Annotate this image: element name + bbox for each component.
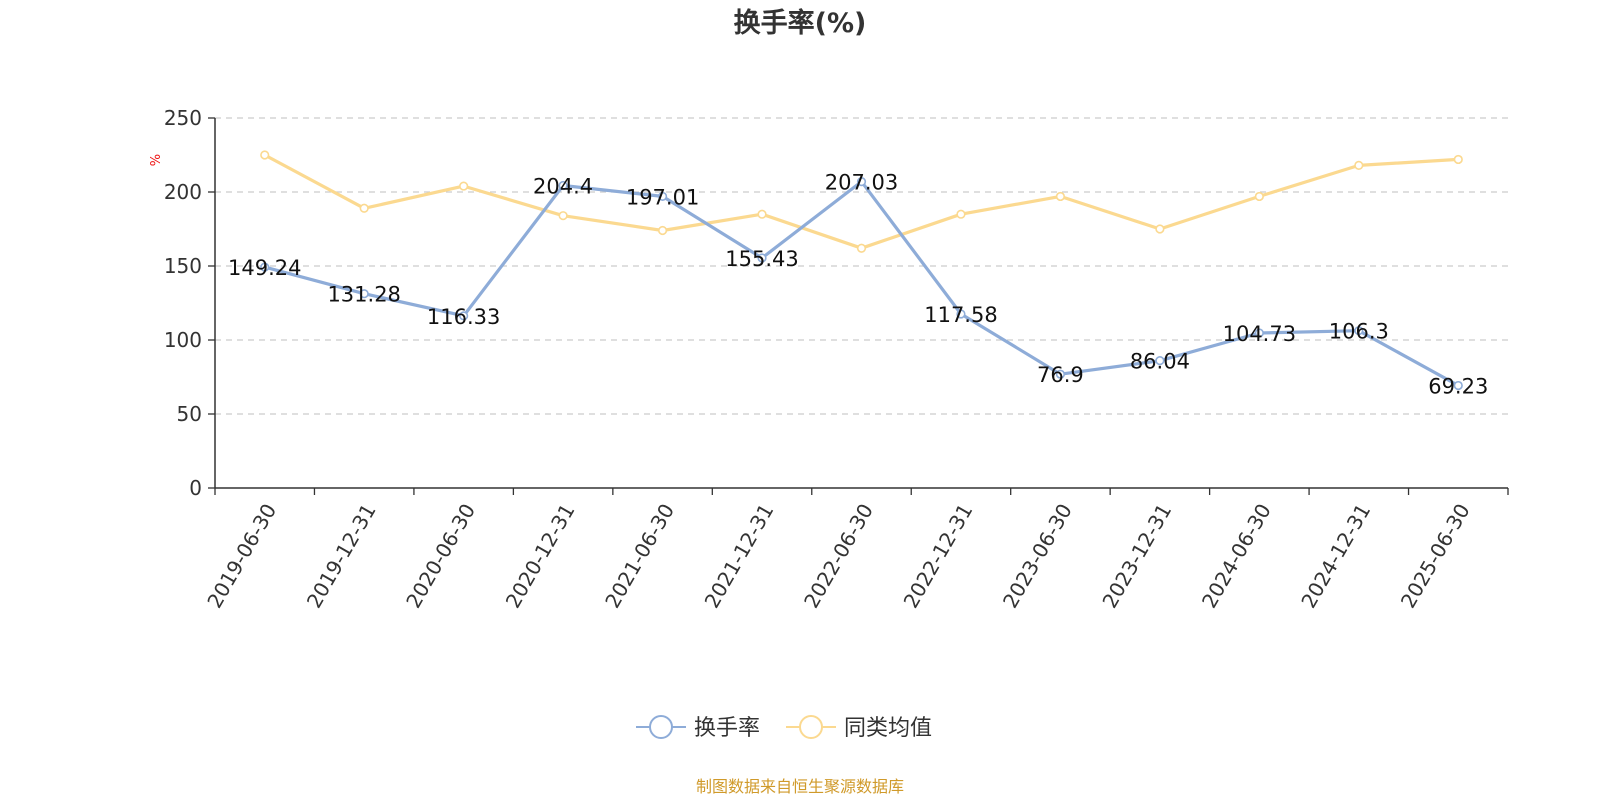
- series-line-peer-average: [263, 153, 1459, 250]
- data-point: [459, 181, 469, 191]
- data-label: 86.04: [1130, 350, 1190, 374]
- x-tick-label: 2024-12-31: [1296, 500, 1375, 613]
- data-point: [1453, 380, 1463, 391]
- y-tick-label: 150: [164, 254, 202, 278]
- x-tick-label: 2023-12-31: [1097, 500, 1176, 613]
- legend-marker-icon: [799, 715, 823, 739]
- x-tick-label: 2020-12-31: [501, 500, 580, 613]
- x-tick-label: 2024-06-30: [1197, 500, 1276, 613]
- legend-marker-icon: [649, 715, 673, 739]
- data-point: [1155, 356, 1165, 366]
- data-labels: 149.24 131.28 116.33 204.4 197.01 155.43 207.0…: [228, 171, 1488, 399]
- data-point: [359, 203, 369, 213]
- x-tick-label: 2019-12-31: [302, 500, 381, 613]
- grid-lines: [215, 117, 1508, 415]
- x-tick-label: 2023-06-30: [998, 500, 1077, 613]
- series-lines: [260, 150, 1463, 391]
- x-tick-label: 2022-12-31: [899, 500, 978, 613]
- series-line-turnover-rate: [264, 180, 1460, 387]
- data-label: 204.4: [533, 174, 593, 198]
- data-label: 117.58: [924, 303, 997, 327]
- legend-label: 换手率: [694, 716, 760, 741]
- data-point: [1354, 160, 1364, 170]
- y-tick-label: 250: [164, 106, 202, 130]
- data-point: [657, 191, 668, 202]
- x-tick-label: 2025-06-30: [1396, 500, 1475, 613]
- y-tick-label: 100: [164, 328, 202, 352]
- data-point: [956, 209, 966, 219]
- data-label: 197.01: [626, 185, 699, 209]
- data-point: [459, 311, 469, 321]
- data-point: [260, 150, 270, 160]
- y-tick-label: 200: [164, 180, 202, 204]
- legend-label: 同类均值: [844, 716, 932, 741]
- data-point: [657, 225, 668, 236]
- data-point: [1155, 224, 1165, 234]
- data-point: [1055, 191, 1066, 202]
- data-point: [956, 309, 966, 319]
- data-label: 76.9: [1037, 363, 1084, 387]
- x-tick-label: 2021-12-31: [700, 500, 779, 613]
- y-axis-unit-label: %: [149, 154, 164, 166]
- chart-title: 换手率(%): [734, 7, 867, 39]
- data-point: [1254, 191, 1264, 202]
- data-point: [856, 176, 867, 187]
- data-point: [359, 289, 369, 299]
- data-label: 116.33: [427, 305, 500, 329]
- data-point: [757, 209, 767, 219]
- data-point: [1354, 326, 1364, 336]
- data-label: 131.28: [327, 283, 400, 307]
- legend: 换手率 同类均值: [636, 715, 932, 741]
- y-tick-label: 50: [177, 402, 202, 426]
- x-tick-label: 2020-06-30: [401, 499, 480, 612]
- data-label: 207.03: [825, 171, 898, 195]
- data-label: 104.73: [1223, 322, 1296, 346]
- data-label: 69.23: [1428, 375, 1488, 399]
- data-label: 149.24: [228, 256, 301, 280]
- data-point: [1453, 154, 1463, 165]
- data-point: [558, 211, 568, 221]
- x-tick-label: 2019-06-30: [202, 500, 281, 613]
- x-tick-label: 2021-06-30: [600, 500, 679, 613]
- data-point: [1254, 328, 1264, 338]
- data-point: [558, 180, 568, 191]
- data-label: 155.43: [725, 247, 798, 271]
- data-label: 106.3: [1329, 320, 1389, 344]
- data-point: [260, 262, 270, 272]
- data-point: [757, 253, 767, 263]
- x-tick-label: 2022-06-30: [799, 500, 878, 613]
- data-point: [1055, 369, 1066, 379]
- data-point: [856, 243, 867, 253]
- y-tick-label: 0: [189, 476, 202, 500]
- data-source-note: 制图数据来自恒生聚源数据库: [696, 777, 904, 796]
